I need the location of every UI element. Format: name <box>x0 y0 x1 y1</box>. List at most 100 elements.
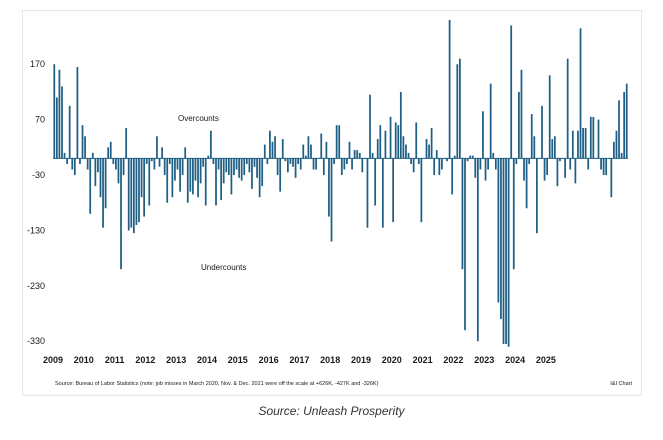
bar <box>156 136 158 159</box>
bar <box>536 158 538 234</box>
bar <box>148 158 151 206</box>
bar <box>279 158 282 192</box>
bar <box>217 158 220 170</box>
bar <box>86 158 89 170</box>
bar <box>338 125 341 159</box>
bar <box>233 158 235 176</box>
bar <box>135 158 138 225</box>
bar <box>482 111 484 159</box>
bar <box>312 158 315 170</box>
bar <box>515 158 518 164</box>
bar <box>487 158 489 170</box>
bar <box>428 144 430 159</box>
bar <box>192 158 194 195</box>
bar <box>302 144 305 159</box>
bar <box>245 158 248 164</box>
bar <box>292 158 294 167</box>
bar <box>61 86 63 159</box>
y-tick-label: -330 <box>27 336 45 346</box>
bar <box>335 125 338 159</box>
bar <box>91 152 94 159</box>
bar <box>153 158 156 170</box>
bar-chart: 170 70 -30 -130 -230 -330 2009 2010 2011 2012 201… <box>27 19 632 387</box>
bar <box>492 152 495 159</box>
bar <box>204 158 207 206</box>
x-tick-label: 2021 <box>413 355 433 365</box>
bar <box>476 158 479 342</box>
figure-caption: Source: Unleash Prosperity <box>258 404 405 418</box>
bar <box>271 141 274 159</box>
bar <box>145 158 148 164</box>
x-tick-label: 2019 <box>351 355 371 365</box>
bar <box>127 158 130 231</box>
bar <box>610 158 613 198</box>
bar <box>307 136 310 159</box>
bar <box>551 139 554 159</box>
bar <box>523 158 525 181</box>
bar <box>281 139 284 159</box>
bar <box>112 158 115 164</box>
bar <box>310 144 312 159</box>
bar <box>266 158 269 164</box>
bar <box>461 158 464 270</box>
bar <box>484 158 487 181</box>
bar <box>456 64 459 159</box>
bar <box>533 136 536 159</box>
bar <box>130 158 133 228</box>
bar <box>212 158 215 164</box>
bar <box>207 155 210 159</box>
bar <box>435 150 438 159</box>
bar <box>543 158 546 181</box>
bar <box>107 147 110 159</box>
bar <box>202 158 205 167</box>
bar <box>571 130 574 159</box>
x-tick-label: 2012 <box>135 355 155 365</box>
x-tick-label: 2020 <box>382 355 402 365</box>
bar <box>235 158 238 170</box>
bar <box>358 152 361 159</box>
bar <box>507 158 510 347</box>
bar <box>564 158 566 178</box>
bar <box>625 83 628 159</box>
bar <box>322 158 325 176</box>
undercounts-label: Undercounts <box>201 263 246 272</box>
bar <box>53 64 56 159</box>
bar <box>340 158 343 176</box>
bar <box>412 158 415 173</box>
bar <box>469 155 472 159</box>
bar <box>528 158 531 164</box>
bar <box>451 158 454 195</box>
bar <box>243 158 246 176</box>
x-tick-label: 2017 <box>289 355 309 365</box>
bar <box>346 158 348 164</box>
x-tick-label: 2015 <box>228 355 248 365</box>
bar <box>474 158 477 178</box>
bar <box>525 158 528 209</box>
bar <box>510 25 513 159</box>
bar <box>294 158 297 178</box>
bar <box>479 158 482 170</box>
bar <box>163 158 166 176</box>
bar <box>122 158 125 176</box>
bar <box>541 105 543 159</box>
bar <box>158 158 161 167</box>
bar <box>384 130 387 159</box>
bar <box>615 130 618 159</box>
bar <box>150 158 153 162</box>
bar <box>215 158 217 206</box>
bar <box>71 158 74 170</box>
bar <box>394 122 397 159</box>
bar <box>115 158 117 170</box>
x-tick-label: 2024 <box>505 355 525 365</box>
bar <box>512 158 515 270</box>
x-tick-label: 2016 <box>259 355 279 365</box>
bar <box>117 158 120 184</box>
bar <box>274 136 276 159</box>
bar <box>369 94 371 159</box>
bar <box>333 158 335 164</box>
bar <box>79 158 81 164</box>
x-tick-label: 2009 <box>43 355 63 365</box>
bar <box>559 158 561 162</box>
bar <box>597 119 600 159</box>
bar <box>446 158 448 162</box>
